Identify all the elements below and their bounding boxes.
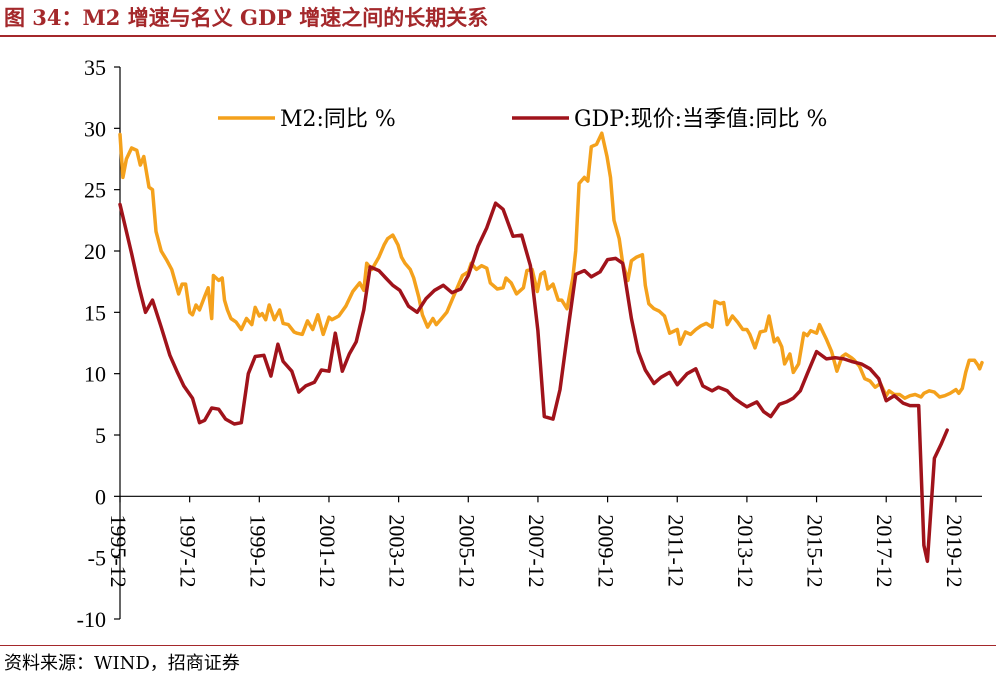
- y-tick-label: 20: [84, 239, 106, 264]
- y-tick-label: -10: [77, 607, 106, 632]
- x-tick-label: 2005-12: [454, 514, 479, 587]
- x-tick-label: 2009-12: [594, 514, 619, 587]
- series-layer: [118, 131, 984, 564]
- x-tick-label: 2015-12: [803, 514, 828, 587]
- series-line-gdp: [118, 201, 949, 564]
- y-tick-label: 35: [84, 55, 106, 80]
- figure-title: 图 34：M2 增速与名义 GDP 增速之间的长期关系: [4, 5, 489, 30]
- x-tick-label: 2003-12: [385, 514, 410, 587]
- x-tick-label: 1997-12: [176, 514, 201, 587]
- y-tick-label: 5: [95, 423, 106, 448]
- y-tick-label: 15: [84, 300, 106, 325]
- x-tick-label: 2007-12: [524, 514, 549, 587]
- x-tick-label: 2001-12: [315, 514, 340, 587]
- x-tick-label: 1999-12: [245, 514, 270, 587]
- y-tick-label: 30: [84, 116, 106, 141]
- x-axis: 1995-12 1997-12 1999-12 2001-12 2003-12 2005-…: [106, 495, 982, 588]
- series-line-m2: [118, 131, 984, 400]
- x-tick-label: 2011-12: [663, 514, 688, 587]
- y-tick-label: -5: [88, 546, 106, 571]
- title-divider: [0, 35, 996, 37]
- x-tick-label: 2017-12: [872, 514, 897, 587]
- x-tick-label: 1995-12: [106, 514, 131, 587]
- y-tick-label: 10: [84, 362, 106, 387]
- y-axis: 35 30 25 20 15 10 5 0 -5 -10: [77, 55, 121, 632]
- x-tick-label: 2019-12: [942, 514, 967, 587]
- y-tick-label: 25: [84, 178, 106, 203]
- y-tick-label: 0: [95, 484, 106, 509]
- legend-label-gdp: GDP:现价:当季值:同比 %: [574, 107, 827, 132]
- source-note: 资料来源：WIND，招商证券: [4, 653, 240, 674]
- line-chart: 35 30 25 20 15 10 5 0 -5 -10 1995-12 1997-12 1999-1…: [77, 55, 984, 632]
- legend-label-m2: M2:同比 %: [280, 107, 396, 132]
- x-tick-label: 2013-12: [733, 514, 758, 587]
- legend: M2:同比 % GDP:现价:当季值:同比 %: [218, 107, 827, 132]
- source-divider: [0, 645, 996, 646]
